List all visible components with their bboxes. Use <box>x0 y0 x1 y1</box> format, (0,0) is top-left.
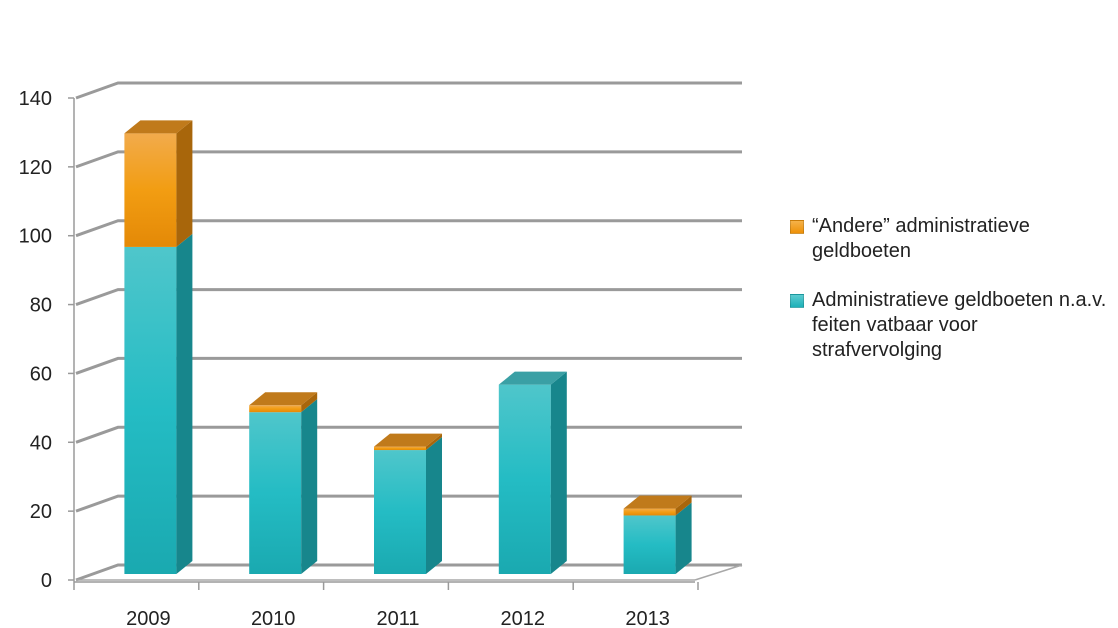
bar-2013-andere <box>623 508 676 516</box>
gridline <box>75 356 742 375</box>
bar-top-2009 <box>124 120 193 134</box>
y-tick-label: 60 <box>30 363 52 385</box>
axes <box>68 97 699 590</box>
gridline <box>75 219 742 238</box>
y-tick-label: 20 <box>30 501 52 523</box>
bar-top-2012 <box>498 371 567 385</box>
bar-side-2009 <box>176 120 193 247</box>
bar-side-2012 <box>550 371 567 574</box>
floor-right-edge <box>694 564 743 581</box>
bar-2010-andere <box>249 405 302 413</box>
gridlines <box>75 81 743 582</box>
x-tick-label: 2012 <box>501 608 546 628</box>
legend-swatch-andere <box>790 220 804 234</box>
x-tick-label: 2010 <box>251 608 296 628</box>
y-tick-label: 100 <box>19 226 52 248</box>
x-tick-label: 2013 <box>625 608 670 628</box>
legend-item-strafvervolging: Administratieve geldboeten n.a.v. feiten… <box>790 288 1110 363</box>
bar-side-2011 <box>426 433 442 451</box>
x-axis-labels: 2009 2010 2011 2012 2013 <box>126 608 670 628</box>
bar-2010-strafvervolging <box>249 412 302 574</box>
bar-2012-strafvervolging <box>498 384 551 574</box>
legend-swatch-strafvervolging <box>790 294 804 308</box>
bar-2013-strafvervolging <box>623 515 676 574</box>
y-tick-label: 40 <box>30 432 52 454</box>
x-tick-label: 2009 <box>126 608 171 628</box>
gridline <box>75 81 742 100</box>
y-axis-labels: 0 20 40 60 80 100 120 140 <box>19 88 52 592</box>
legend-label-strafvervolging: Administratieve geldboeten n.a.v. feiten… <box>812 289 1107 361</box>
bar-top-2010 <box>249 392 318 406</box>
bar-side-2010 <box>301 399 318 574</box>
bar-top-2011 <box>374 433 442 447</box>
gridline <box>75 288 742 306</box>
bar-2009-andere <box>124 133 177 247</box>
bars <box>124 120 692 574</box>
bar-side-2011 <box>426 437 442 574</box>
x-tick-label: 2011 <box>376 608 419 628</box>
bar-top-2013 <box>623 495 692 509</box>
gridline <box>75 150 742 169</box>
bar-2009-strafvervolging <box>124 246 177 574</box>
bar-side-2010 <box>301 392 318 413</box>
bar-2011-andere <box>374 446 426 451</box>
y-tick-label: 120 <box>19 157 52 179</box>
legend-item-andere: “Andere” administratieve geldboeten <box>790 214 1110 264</box>
legend-label-andere: “Andere” administratieve geldboeten <box>812 215 1030 262</box>
bar-2011-strafvervolging <box>374 450 426 574</box>
bar-side-2013 <box>675 502 692 574</box>
bar-side-2013 <box>675 495 692 516</box>
bar-side-2009 <box>176 233 193 574</box>
y-tick-label: 80 <box>30 295 52 317</box>
legend: “Andere” administratieve geldboeten Admi… <box>790 214 1110 387</box>
y-tick-label: 0 <box>41 570 52 592</box>
y-tick-label: 140 <box>19 88 52 110</box>
